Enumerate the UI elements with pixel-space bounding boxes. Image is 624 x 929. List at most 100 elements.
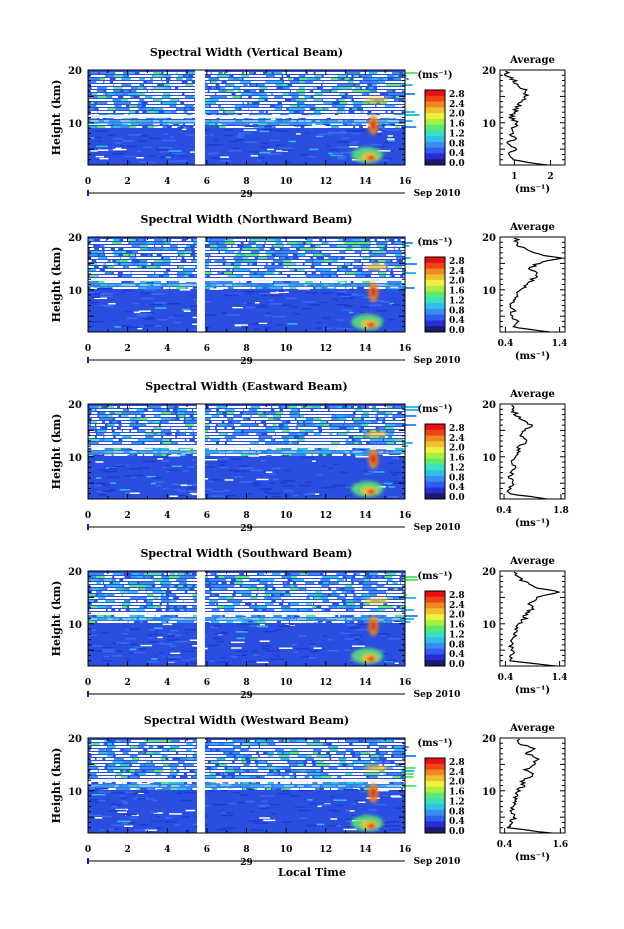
heatmap-cell (154, 307, 167, 309)
colorbar-swatch (425, 475, 445, 483)
heatmap-cell (131, 263, 144, 265)
heatmap-cell (104, 740, 108, 742)
heatmap-cell (114, 105, 124, 107)
colorbar-unit: (ms⁻¹) (417, 404, 452, 415)
heatmap-cell (339, 740, 352, 742)
heatmap-cell (169, 136, 174, 138)
heatmap-cell (176, 96, 193, 98)
heatmap-cell (346, 573, 354, 575)
heatmap-cell (153, 746, 158, 748)
heatmap-cell (240, 266, 256, 268)
heatmap-cell (137, 439, 145, 441)
heatmap-cell (187, 465, 196, 468)
heatmap-cell (320, 588, 329, 590)
heatmap-cell (210, 782, 218, 784)
heatmap-cell (90, 72, 98, 74)
heatmap-cell (384, 439, 398, 441)
heatmap-cell (232, 752, 242, 754)
heatmap-cell (289, 415, 300, 417)
heatmap-cell (129, 582, 138, 584)
heatmap-cell (113, 427, 118, 429)
heatmap-cell (296, 406, 301, 408)
heatmap-cell (208, 603, 216, 605)
heatmap-cell (248, 433, 260, 435)
heatmap-cell (370, 281, 382, 283)
heatmap-cell (248, 102, 253, 104)
heatmap-cell (168, 603, 180, 605)
heatmap-cell (96, 421, 103, 423)
heatmap-cell (298, 257, 306, 259)
heatmap-cell (144, 412, 160, 414)
heatmap-cell (266, 788, 272, 790)
heatmap-cell (114, 464, 129, 467)
heatmap-cell (270, 303, 283, 305)
heatmap-cell (136, 409, 144, 411)
heatmap-cell (323, 439, 336, 441)
heatmap-cell (379, 430, 386, 432)
heatmap-cell (346, 746, 358, 748)
heatmap-cell (152, 93, 167, 95)
heatmap-cell (122, 272, 131, 274)
y-tick-label: 20 (68, 567, 82, 578)
heatmap-cell (353, 597, 369, 599)
hotspot (364, 598, 389, 604)
x-tick-label: 16 (399, 511, 412, 521)
heatmap-cell (251, 482, 259, 484)
heatmap-cell (174, 634, 182, 637)
heatmap-cell (136, 433, 151, 435)
heatmap-cell (122, 289, 133, 292)
heatmap-cell (348, 627, 360, 629)
heatmap-cell (170, 90, 185, 92)
heatmap-cell (248, 275, 262, 277)
heatmap-cell (267, 148, 274, 151)
heatmap-cell (240, 254, 245, 256)
heatmap-cell (369, 603, 377, 605)
heatmap-cell (122, 603, 137, 605)
heatmap-cell (248, 409, 259, 411)
heatmap-cell (296, 287, 308, 289)
heatmap-cell (184, 105, 197, 107)
heatmap-cell (296, 260, 309, 262)
heatmap-cell (384, 761, 391, 763)
heatmap-cell (352, 108, 358, 110)
heatmap-cell (235, 139, 245, 141)
heatmap-cell (160, 773, 174, 775)
heatmap-cell (176, 287, 187, 289)
heatmap-cell (370, 442, 377, 444)
heatmap-cell (369, 254, 378, 256)
profile-frame (499, 236, 566, 333)
heatmap-cell (264, 327, 271, 329)
heatmap-cell (179, 99, 188, 101)
heatmap-cell (282, 272, 294, 274)
heatmap-cell (352, 740, 359, 742)
heatmap-cell (288, 108, 297, 110)
heatmap-cell (364, 473, 372, 475)
heatmap-cell (227, 150, 242, 152)
heatmap-cell (106, 239, 114, 241)
heatmap-cell (296, 648, 310, 650)
heatmap-cell (288, 242, 301, 244)
heatmap-cell (328, 266, 333, 268)
heatmap-cell (392, 773, 401, 775)
heatmap-cell (250, 776, 257, 778)
heatmap-cell (177, 239, 182, 241)
heatmap-cell (273, 421, 284, 423)
heatmap-cell (234, 597, 249, 599)
heatmap-cell (313, 597, 324, 599)
heatmap-cell (321, 242, 330, 244)
heatmap-cell (98, 767, 105, 769)
heatmap-cell (395, 418, 409, 420)
heatmap-cell (265, 436, 279, 438)
heatmap-cell (185, 453, 192, 456)
heatmap-cell (90, 81, 102, 83)
heatmap-cell (184, 281, 195, 283)
heatmap-cell (185, 108, 191, 110)
heatmap-cell (336, 146, 350, 148)
heatmap-cell (169, 773, 182, 775)
heatmap-cell (147, 260, 156, 262)
heatmap-cell (98, 406, 102, 408)
heatmap-cell (273, 603, 280, 605)
heatmap-cell (370, 245, 382, 247)
heatmap-cell (88, 814, 103, 817)
heatmap-cell (320, 752, 327, 754)
